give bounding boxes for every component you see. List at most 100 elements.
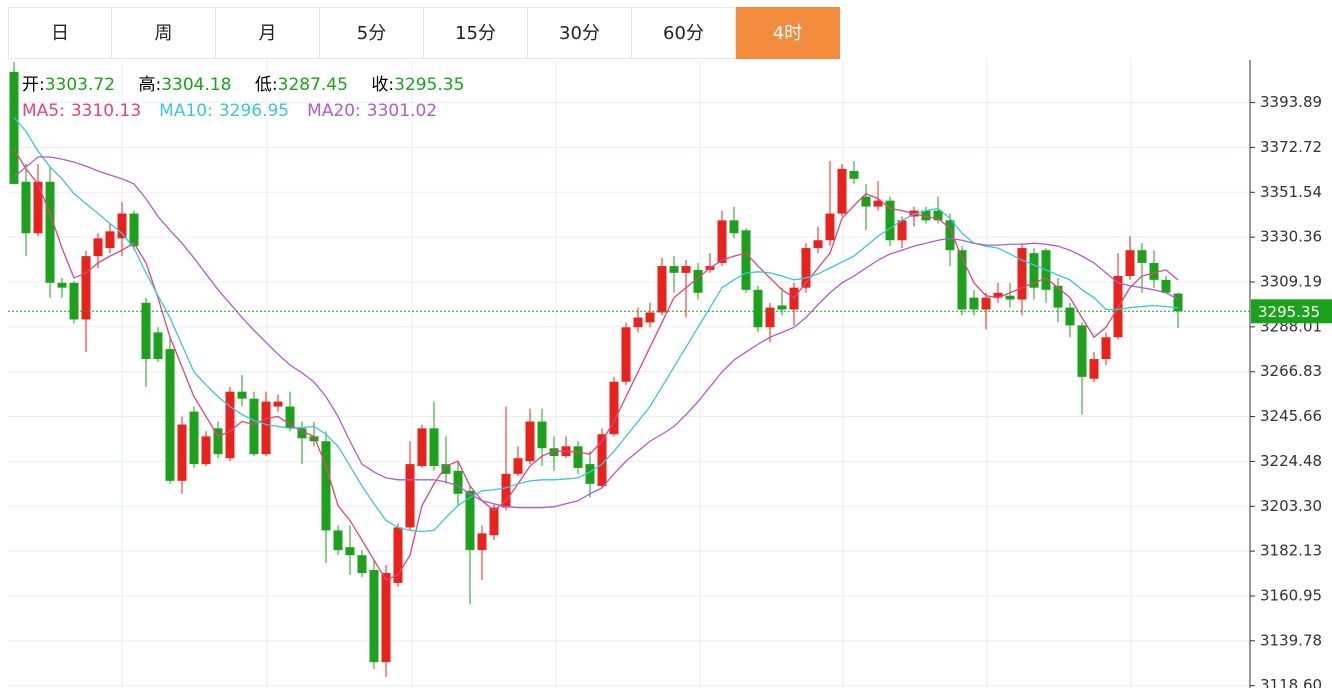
- legend-value: 3296.95: [218, 101, 290, 121]
- candle-body: [993, 292, 1003, 298]
- candle-body: [165, 349, 175, 481]
- candle-body: [549, 448, 559, 457]
- open-value: 3303.72: [44, 75, 116, 95]
- candle-body: [1161, 279, 1171, 293]
- period-tab[interactable]: 5分: [320, 7, 424, 59]
- last-price-label: 3295.35: [1258, 303, 1320, 321]
- period-tab[interactable]: 日: [8, 7, 112, 59]
- period-tab[interactable]: 60分: [632, 7, 736, 59]
- candle-body: [1065, 307, 1075, 326]
- candle-body: [117, 213, 127, 239]
- candle-body: [921, 210, 931, 221]
- candle-body: [957, 250, 967, 310]
- candle-body: [105, 231, 115, 249]
- period-tab[interactable]: 周: [112, 7, 216, 59]
- candle-body: [1017, 248, 1027, 300]
- y-tick-label: 3182.13: [1260, 542, 1322, 560]
- close-label: 收:: [371, 75, 395, 95]
- legend-value: 3310.13: [70, 101, 142, 121]
- candle-body: [285, 406, 295, 429]
- candle-body: [933, 210, 943, 221]
- y-tick-label: 3372.72: [1260, 138, 1322, 156]
- candle-body: [1101, 337, 1111, 360]
- candle-body: [645, 312, 655, 323]
- candle-body: [525, 421, 535, 462]
- period-tab[interactable]: 月: [216, 7, 320, 59]
- candle-body: [1137, 250, 1147, 263]
- y-tick-label: 3351.54: [1260, 183, 1322, 201]
- candle-body: [873, 200, 883, 207]
- candle-body: [381, 572, 391, 663]
- period-tab[interactable]: 30分: [528, 7, 632, 59]
- candle-body: [213, 428, 223, 455]
- ma-line: [13, 156, 1179, 509]
- candle-body: [657, 266, 667, 313]
- y-tick-label: 3160.95: [1260, 586, 1322, 604]
- candle-body: [849, 170, 859, 179]
- candle-body: [441, 464, 451, 474]
- candle-body: [249, 398, 259, 455]
- candle-body: [465, 490, 475, 551]
- candle-body: [393, 527, 403, 583]
- y-tick-label: 3266.83: [1260, 362, 1322, 380]
- legend-name: MA5:: [22, 101, 65, 121]
- y-tick-label: 3309.19: [1260, 272, 1322, 290]
- candle-body: [333, 530, 343, 551]
- candle-body: [57, 282, 67, 288]
- high-label: 高:: [138, 75, 162, 95]
- candle-body: [717, 220, 727, 263]
- candle-body: [825, 213, 835, 241]
- period-tab[interactable]: 15分: [424, 7, 528, 59]
- candle-body: [453, 470, 463, 494]
- candle-body: [477, 533, 487, 551]
- candle-body: [273, 401, 283, 407]
- candle-body: [1005, 295, 1015, 300]
- period-tab[interactable]: 4时: [736, 7, 840, 59]
- legend-name: MA20:: [307, 101, 361, 121]
- y-tick-label: 3224.48: [1260, 452, 1322, 470]
- legend-value: 3301.02: [366, 101, 438, 121]
- candle-body: [765, 307, 775, 328]
- ma-line: [13, 148, 1179, 581]
- candle-body: [777, 305, 787, 310]
- candle-body: [177, 424, 187, 481]
- candle-body: [369, 570, 379, 663]
- candle-body: [969, 297, 979, 310]
- candle-body: [129, 213, 139, 247]
- candle-body: [537, 421, 547, 449]
- ma-line: [13, 116, 1179, 533]
- y-tick-label: 3203.30: [1260, 497, 1322, 515]
- candle-body: [753, 289, 763, 328]
- candle-body: [1053, 285, 1063, 308]
- candle-body: [237, 391, 247, 399]
- candle-body: [345, 547, 355, 556]
- candle-body: [1125, 250, 1135, 277]
- candle-body: [1089, 359, 1099, 379]
- close-value: 3295.35: [394, 75, 465, 95]
- y-tick-label: 3139.78: [1260, 631, 1322, 649]
- candle-body: [813, 240, 823, 249]
- candle-body: [693, 269, 703, 293]
- y-tick-label: 3245.66: [1260, 407, 1322, 425]
- high-value: 3304.18: [161, 75, 232, 95]
- candle-body: [573, 446, 583, 468]
- candle-body: [81, 256, 91, 320]
- candle-body: [141, 302, 151, 360]
- candle-body: [837, 168, 847, 214]
- legend: 开:3303.72 高:3304.18 低:3287.45 收:3295.35 …: [22, 72, 464, 124]
- candle-body: [321, 441, 331, 531]
- candle-body: [309, 436, 319, 442]
- candle-body: [261, 401, 271, 455]
- candle-body: [729, 220, 739, 234]
- candle-body: [69, 282, 79, 320]
- last-price-tag: [1251, 299, 1332, 324]
- candle-body: [1029, 253, 1039, 288]
- candle-body: [885, 200, 895, 241]
- candle-body: [225, 391, 235, 459]
- candle-body: [789, 287, 799, 310]
- candle-body: [45, 181, 55, 283]
- candle-body: [741, 230, 751, 290]
- candle-body: [513, 458, 523, 474]
- candle-body: [297, 428, 307, 439]
